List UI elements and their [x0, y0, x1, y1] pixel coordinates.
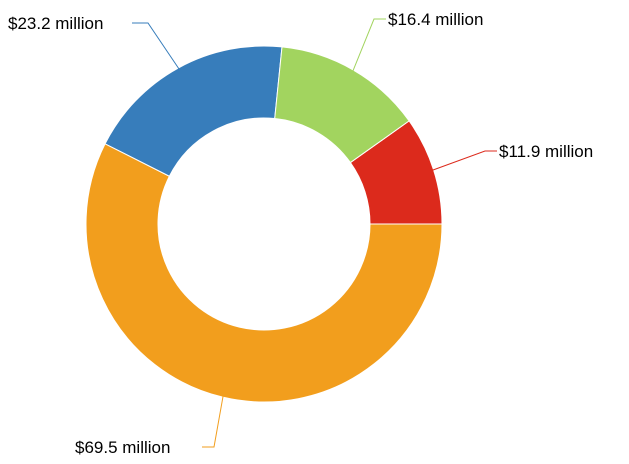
- leader-line: [431, 150, 497, 171]
- donut-slice: [274, 46, 410, 164]
- leader-line: [352, 18, 386, 73]
- slice-label: $23.2 million: [8, 14, 103, 33]
- leader-line: [132, 22, 180, 70]
- slice-label: $69.5 million: [75, 438, 170, 457]
- slice-label: $11.9 million: [499, 142, 593, 161]
- slice-label: $16.4 million: [388, 10, 483, 29]
- donut-slice: [85, 143, 443, 403]
- leader-lines: [132, 18, 497, 448]
- slice-labels: $11.9 million $69.5 million $23.2 million $…: [8, 10, 593, 457]
- donut-slices: [85, 45, 443, 403]
- leader-line: [202, 395, 224, 448]
- donut-slice: [104, 45, 283, 177]
